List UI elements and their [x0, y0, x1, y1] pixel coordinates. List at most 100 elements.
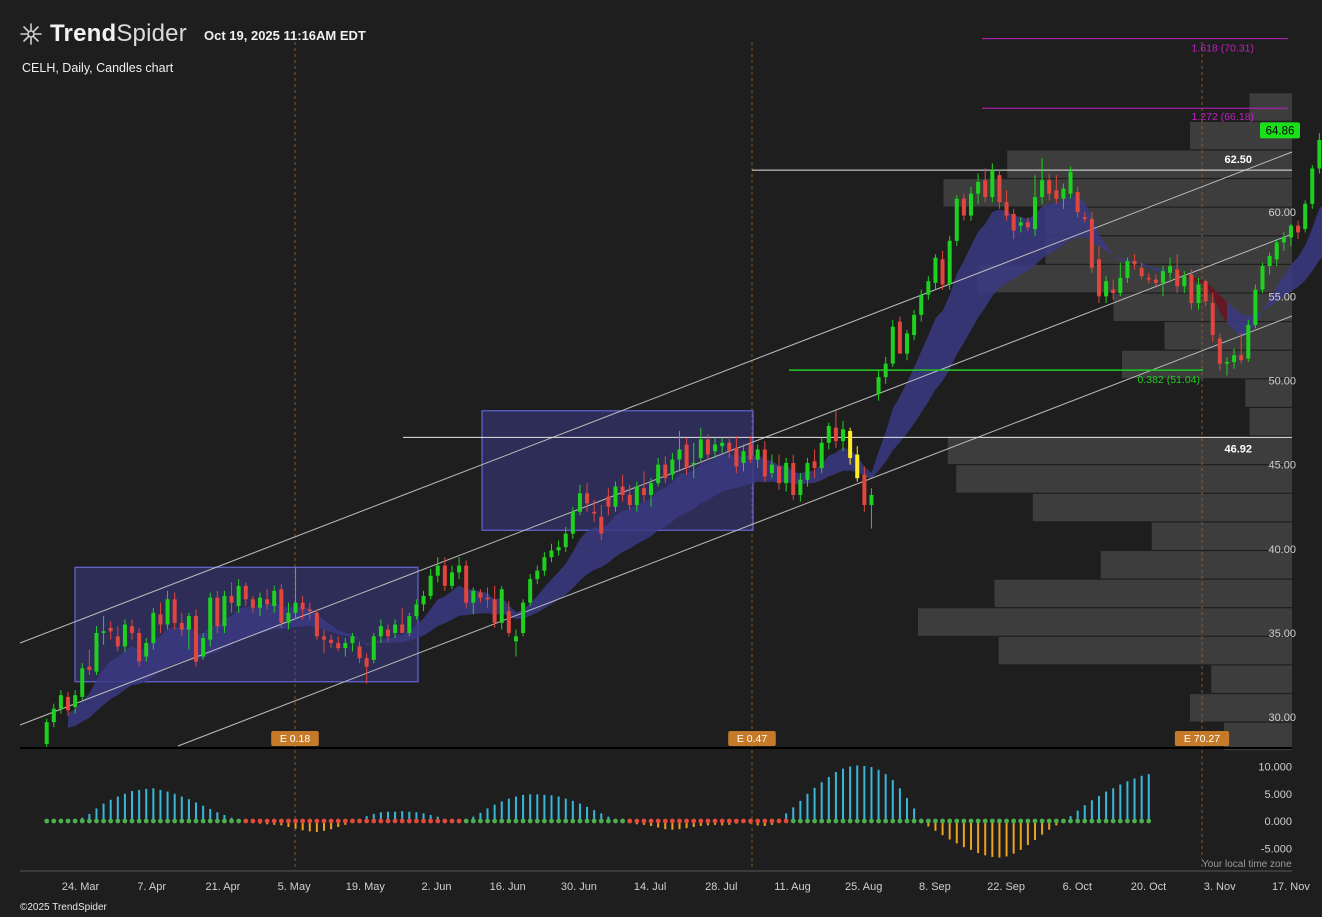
candle-body [243, 585, 248, 600]
zero-line-dot [350, 818, 355, 824]
zero-line-dot [378, 818, 384, 824]
candle-body [350, 636, 355, 644]
zero-line-dot [1139, 818, 1145, 824]
zero-line-dot [1018, 818, 1024, 824]
zero-line-dot [392, 818, 398, 824]
zero-line-dot [783, 818, 789, 824]
volume-profile-bar [1245, 379, 1292, 407]
last-price-value: 64.86 [1266, 125, 1295, 137]
candle-body [236, 585, 241, 607]
candle-body [414, 604, 419, 617]
candle-body [1189, 274, 1194, 304]
zero-line-dot [357, 818, 362, 824]
spider-logo-icon [20, 23, 42, 45]
earnings-badge [1174, 731, 1230, 746]
candle-body [1132, 261, 1137, 265]
date-tick-label: 22. Sep [987, 881, 1025, 893]
candle-body [627, 494, 632, 506]
candle-body [1011, 213, 1016, 231]
zero-line-dot [463, 818, 469, 824]
candle-body [748, 444, 753, 460]
zero-line-dot [1146, 818, 1152, 824]
zero-line-dot [1117, 818, 1123, 824]
candle-body [1096, 259, 1101, 297]
zero-line-dot [435, 818, 441, 824]
candle-body [194, 616, 199, 662]
zero-line-dot [961, 818, 967, 824]
zero-line-dot [449, 818, 455, 824]
candle-body [919, 294, 924, 315]
candle-body [997, 175, 1002, 203]
support-label: 46.92 [1224, 443, 1252, 455]
candle-body [1160, 271, 1165, 283]
candle-body [357, 646, 362, 659]
candle-body [371, 636, 376, 660]
zero-line-dot [300, 818, 306, 824]
candle-body [499, 589, 504, 623]
zero-line-dot [975, 818, 981, 824]
candle-body [87, 666, 92, 670]
candle-body [521, 602, 526, 633]
candle-body [513, 636, 518, 642]
oscillator-tick-label: 5.000 [1264, 789, 1292, 801]
zero-line-dot [883, 818, 889, 824]
zero-line-dot [1103, 818, 1109, 824]
zero-line-dot [243, 818, 249, 824]
candle-body [66, 696, 71, 711]
candle-body [222, 595, 227, 627]
candle-body [805, 462, 810, 480]
zero-line-dot [769, 818, 775, 824]
candle-body [208, 597, 213, 640]
zero-line-dot [364, 818, 370, 824]
candle-body [407, 616, 412, 633]
candle-body [201, 637, 206, 657]
zero-line-dot [1110, 818, 1116, 824]
volume-profile-bar [956, 465, 1292, 493]
candle-body [364, 658, 369, 667]
zero-line-dot [812, 818, 817, 824]
zero-line-dot [890, 818, 896, 824]
zero-line-dot [904, 818, 910, 824]
candle-body [947, 240, 952, 285]
candle-body [720, 442, 725, 447]
zero-line-dot [989, 818, 995, 824]
candle-body [1281, 237, 1286, 243]
zero-line-dot [982, 818, 988, 824]
zero-line-dot [1132, 818, 1137, 824]
candle-body [1032, 197, 1037, 230]
date-tick-label: 25. Aug [845, 881, 882, 893]
candle-body [158, 614, 163, 625]
zero-line-dot [549, 818, 554, 824]
candle-body [677, 449, 682, 460]
candle-body [343, 643, 348, 649]
candle-body [940, 259, 945, 285]
zero-line-dot [648, 818, 654, 824]
zero-line-dot [840, 818, 846, 824]
zero-line-dot [805, 818, 810, 824]
candle-body [307, 609, 312, 612]
fib-label: 1.272 (66.18) [1192, 111, 1254, 123]
candle-body [172, 599, 177, 623]
candle-body [1232, 355, 1237, 362]
candle-body [94, 632, 99, 672]
candle-body [777, 466, 782, 484]
price-tick-label: 50.00 [1268, 376, 1296, 388]
candle-body [1089, 218, 1094, 268]
candle-body [933, 257, 938, 283]
candle-body [449, 572, 454, 586]
candle-body [101, 631, 106, 633]
candle-body [1018, 222, 1023, 226]
candle-body [442, 565, 447, 586]
candle-body [819, 442, 824, 469]
zero-line-dot [150, 818, 156, 824]
date-tick-label: 30. Jun [561, 881, 597, 893]
oscillator-panel: 10.000 5.000 0.000 -5.000 [20, 747, 1292, 872]
zero-line-dot [129, 818, 135, 824]
zero-line-dot [847, 818, 853, 824]
zero-line-dot [314, 818, 320, 824]
zero-line-dot [677, 818, 682, 824]
zero-line-dot [506, 818, 512, 824]
zero-line-dot [897, 818, 903, 824]
trend-channel-line [177, 315, 1293, 747]
